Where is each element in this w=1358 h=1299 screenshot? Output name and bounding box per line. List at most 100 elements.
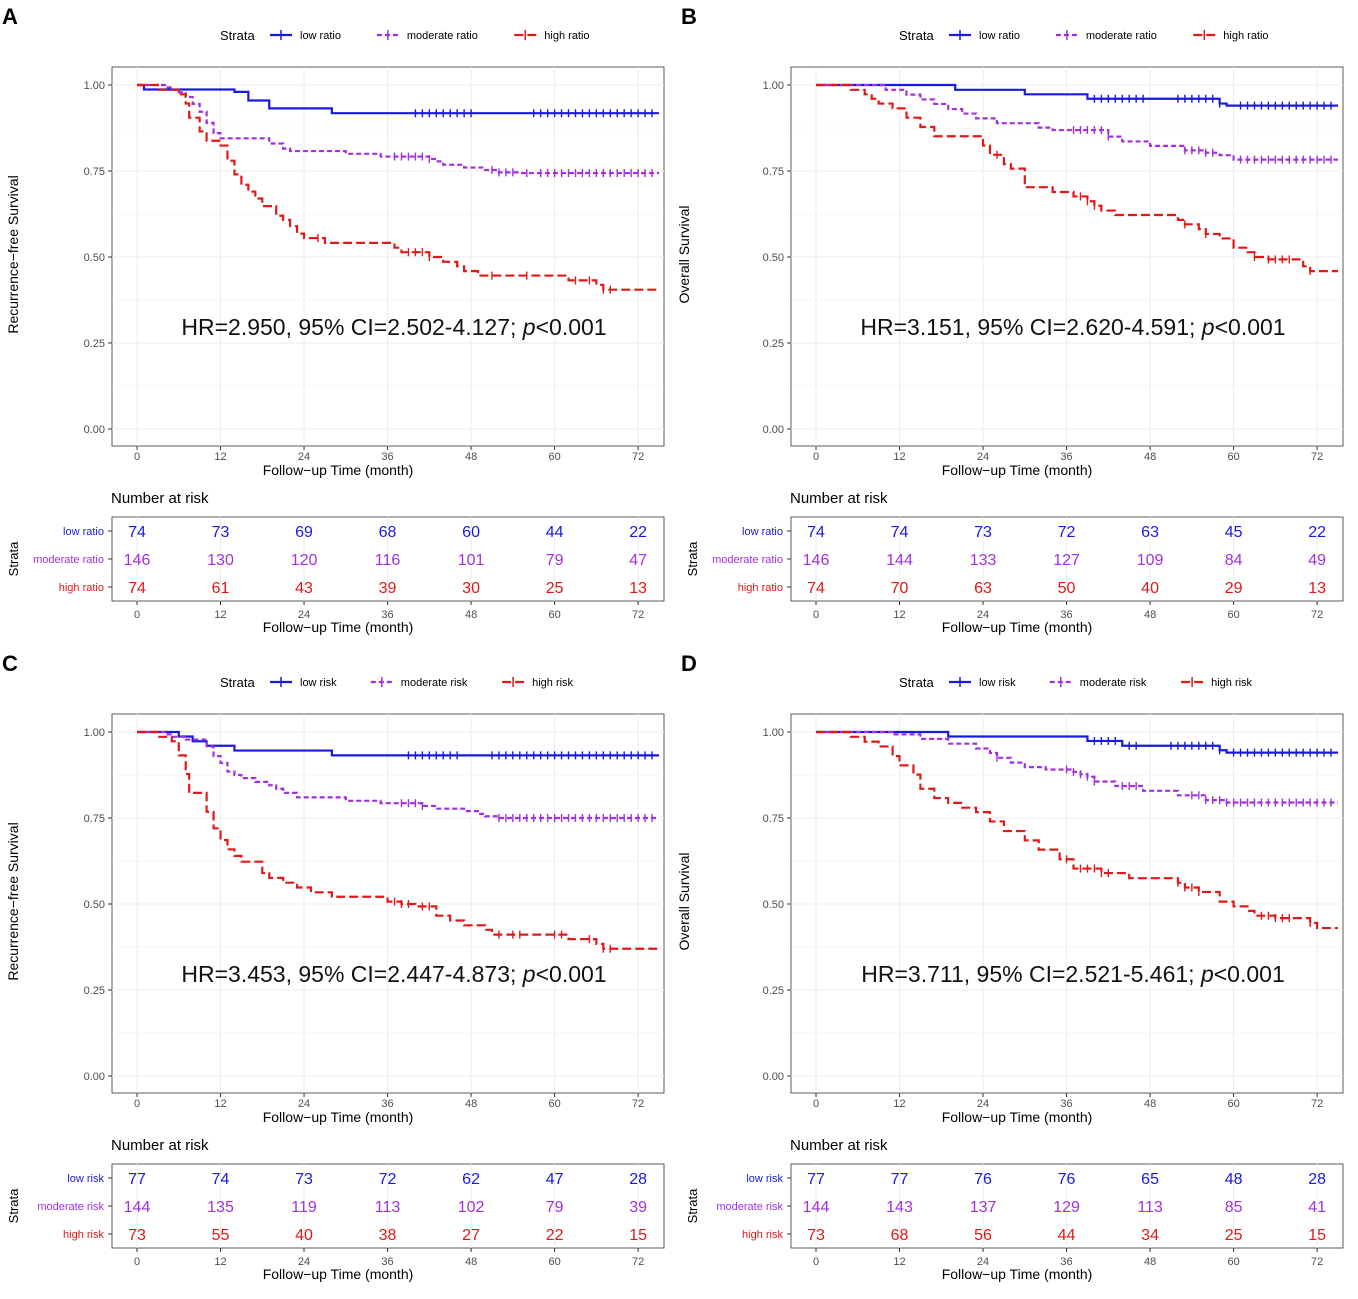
risk-table-title: Number at risk [790, 1137, 888, 1154]
panel-letter: D [681, 651, 697, 676]
panel-c: C Strata low risk moderate risk high risk 0.0… [2, 651, 665, 1282]
risk-count-moderate: 144 [124, 1199, 151, 1216]
risk-count-high: 30 [462, 580, 480, 597]
y-tick-label: 0.25 [763, 985, 784, 997]
curve-low [816, 730, 1338, 754]
legend-label-high: high ratio [544, 30, 589, 42]
y-tick-label: 0.00 [84, 424, 105, 436]
y-tick-label: 0.75 [763, 813, 784, 825]
risk-x-tick-label: 36 [381, 1256, 393, 1268]
risk-count-moderate: 127 [1053, 552, 1080, 569]
risk-count-high: 25 [1225, 1227, 1243, 1244]
risk-x-tick-label: 12 [893, 609, 905, 621]
y-tick-label: 1.00 [84, 80, 105, 92]
curve-moderate [137, 83, 659, 175]
risk-count-high: 50 [1058, 580, 1076, 597]
y-tick-label: 0.25 [763, 338, 784, 350]
y-tick-label: 0.25 [84, 338, 105, 350]
risk-row-label-low: low ratio [63, 526, 104, 538]
risk-count-high: 29 [1225, 580, 1243, 597]
risk-count-high: 25 [546, 580, 564, 597]
x-tick-label: 60 [1227, 451, 1239, 463]
x-axis-label: Follow−up Time (month) [942, 462, 1093, 478]
legend-label-low: low ratio [979, 30, 1020, 42]
x-tick-label: 60 [1227, 1098, 1239, 1110]
risk-count-low: 28 [629, 1171, 647, 1188]
y-tick-label: 0.00 [763, 1071, 784, 1083]
risk-count-low: 69 [295, 524, 313, 541]
panel-letter: C [2, 651, 18, 676]
y-tick-label: 0.50 [763, 899, 784, 911]
risk-x-tick-label: 24 [977, 609, 989, 621]
legend-label-moderate: moderate risk [1080, 677, 1147, 689]
risk-count-low: 73 [295, 1171, 313, 1188]
risk-count-high: 40 [1141, 580, 1159, 597]
risk-count-high: 44 [1058, 1227, 1076, 1244]
risk-count-high: 56 [974, 1227, 992, 1244]
risk-count-low: 60 [462, 524, 480, 541]
x-tick-label: 72 [632, 1098, 644, 1110]
x-tick-label: 48 [465, 451, 477, 463]
y-tick-label: 1.00 [84, 727, 105, 739]
risk-count-high: 74 [128, 580, 146, 597]
risk-count-moderate: 119 [291, 1199, 317, 1216]
risk-x-tick-label: 48 [1144, 609, 1156, 621]
risk-x-tick-label: 36 [1060, 609, 1072, 621]
panel-letter: A [2, 4, 18, 29]
risk-count-moderate: 39 [629, 1199, 647, 1216]
risk-count-high: 43 [295, 580, 313, 597]
risk-table-title: Number at risk [111, 490, 209, 507]
legend-label-moderate: moderate risk [401, 677, 468, 689]
hr-annotation: HR=2.950, 95% CI=2.502-4.127; p<0.001 [181, 314, 606, 340]
risk-x-tick-label: 12 [893, 1256, 905, 1268]
risk-row-label-moderate: moderate risk [716, 1201, 783, 1213]
risk-x-tick-label: 48 [465, 1256, 477, 1268]
x-tick-label: 24 [298, 451, 310, 463]
panel-letter: B [681, 4, 697, 29]
risk-y-axis-label: Strata [685, 541, 700, 576]
curve-moderate [137, 730, 659, 820]
x-tick-label: 0 [813, 451, 819, 463]
risk-count-low: 76 [1058, 1171, 1076, 1188]
risk-count-low: 45 [1225, 524, 1243, 541]
x-tick-label: 48 [1144, 451, 1156, 463]
risk-x-tick-label: 48 [465, 609, 477, 621]
y-axis-label: Recurrence−free Survival [5, 822, 21, 980]
curve-high [137, 83, 659, 291]
risk-row-label-low: low risk [67, 1173, 104, 1185]
y-axis-label: Overall Survival [679, 205, 692, 303]
risk-count-moderate: 130 [207, 552, 234, 569]
risk-count-high: 70 [891, 580, 909, 597]
legend-label-moderate: moderate ratio [1086, 30, 1157, 42]
risk-count-low: 73 [974, 524, 992, 541]
x-tick-label: 12 [893, 451, 905, 463]
legend-label-high: high risk [1211, 677, 1252, 689]
y-tick-label: 1.00 [763, 80, 784, 92]
risk-count-low: 28 [1308, 1171, 1326, 1188]
y-tick-label: 0.75 [763, 166, 784, 178]
risk-count-low: 74 [128, 524, 146, 541]
risk-row-label-high: high ratio [59, 582, 104, 594]
risk-count-high: 15 [1308, 1227, 1326, 1244]
risk-count-moderate: 113 [1137, 1199, 1163, 1216]
risk-count-high: 73 [128, 1227, 146, 1244]
risk-count-low: 77 [128, 1171, 146, 1188]
risk-count-moderate: 101 [458, 552, 485, 569]
x-tick-label: 0 [134, 1098, 140, 1110]
risk-count-high: 61 [212, 580, 230, 597]
risk-x-tick-label: 60 [1227, 1256, 1239, 1268]
legend-label-high: high ratio [1223, 30, 1268, 42]
risk-x-tick-label: 0 [813, 1256, 819, 1268]
y-tick-label: 0.75 [84, 813, 105, 825]
risk-x-axis-label: Follow−up Time (month) [942, 619, 1093, 635]
risk-row-label-low: low ratio [742, 526, 783, 538]
risk-count-high: 38 [379, 1227, 397, 1244]
legend-title: Strata [220, 28, 255, 43]
risk-count-moderate: 133 [970, 552, 997, 569]
risk-count-moderate: 144 [803, 1199, 830, 1216]
x-tick-label: 24 [298, 1098, 310, 1110]
x-tick-label: 24 [977, 1098, 989, 1110]
legend-label-high: high risk [532, 677, 573, 689]
risk-x-tick-label: 60 [548, 609, 560, 621]
risk-count-moderate: 120 [291, 552, 318, 569]
